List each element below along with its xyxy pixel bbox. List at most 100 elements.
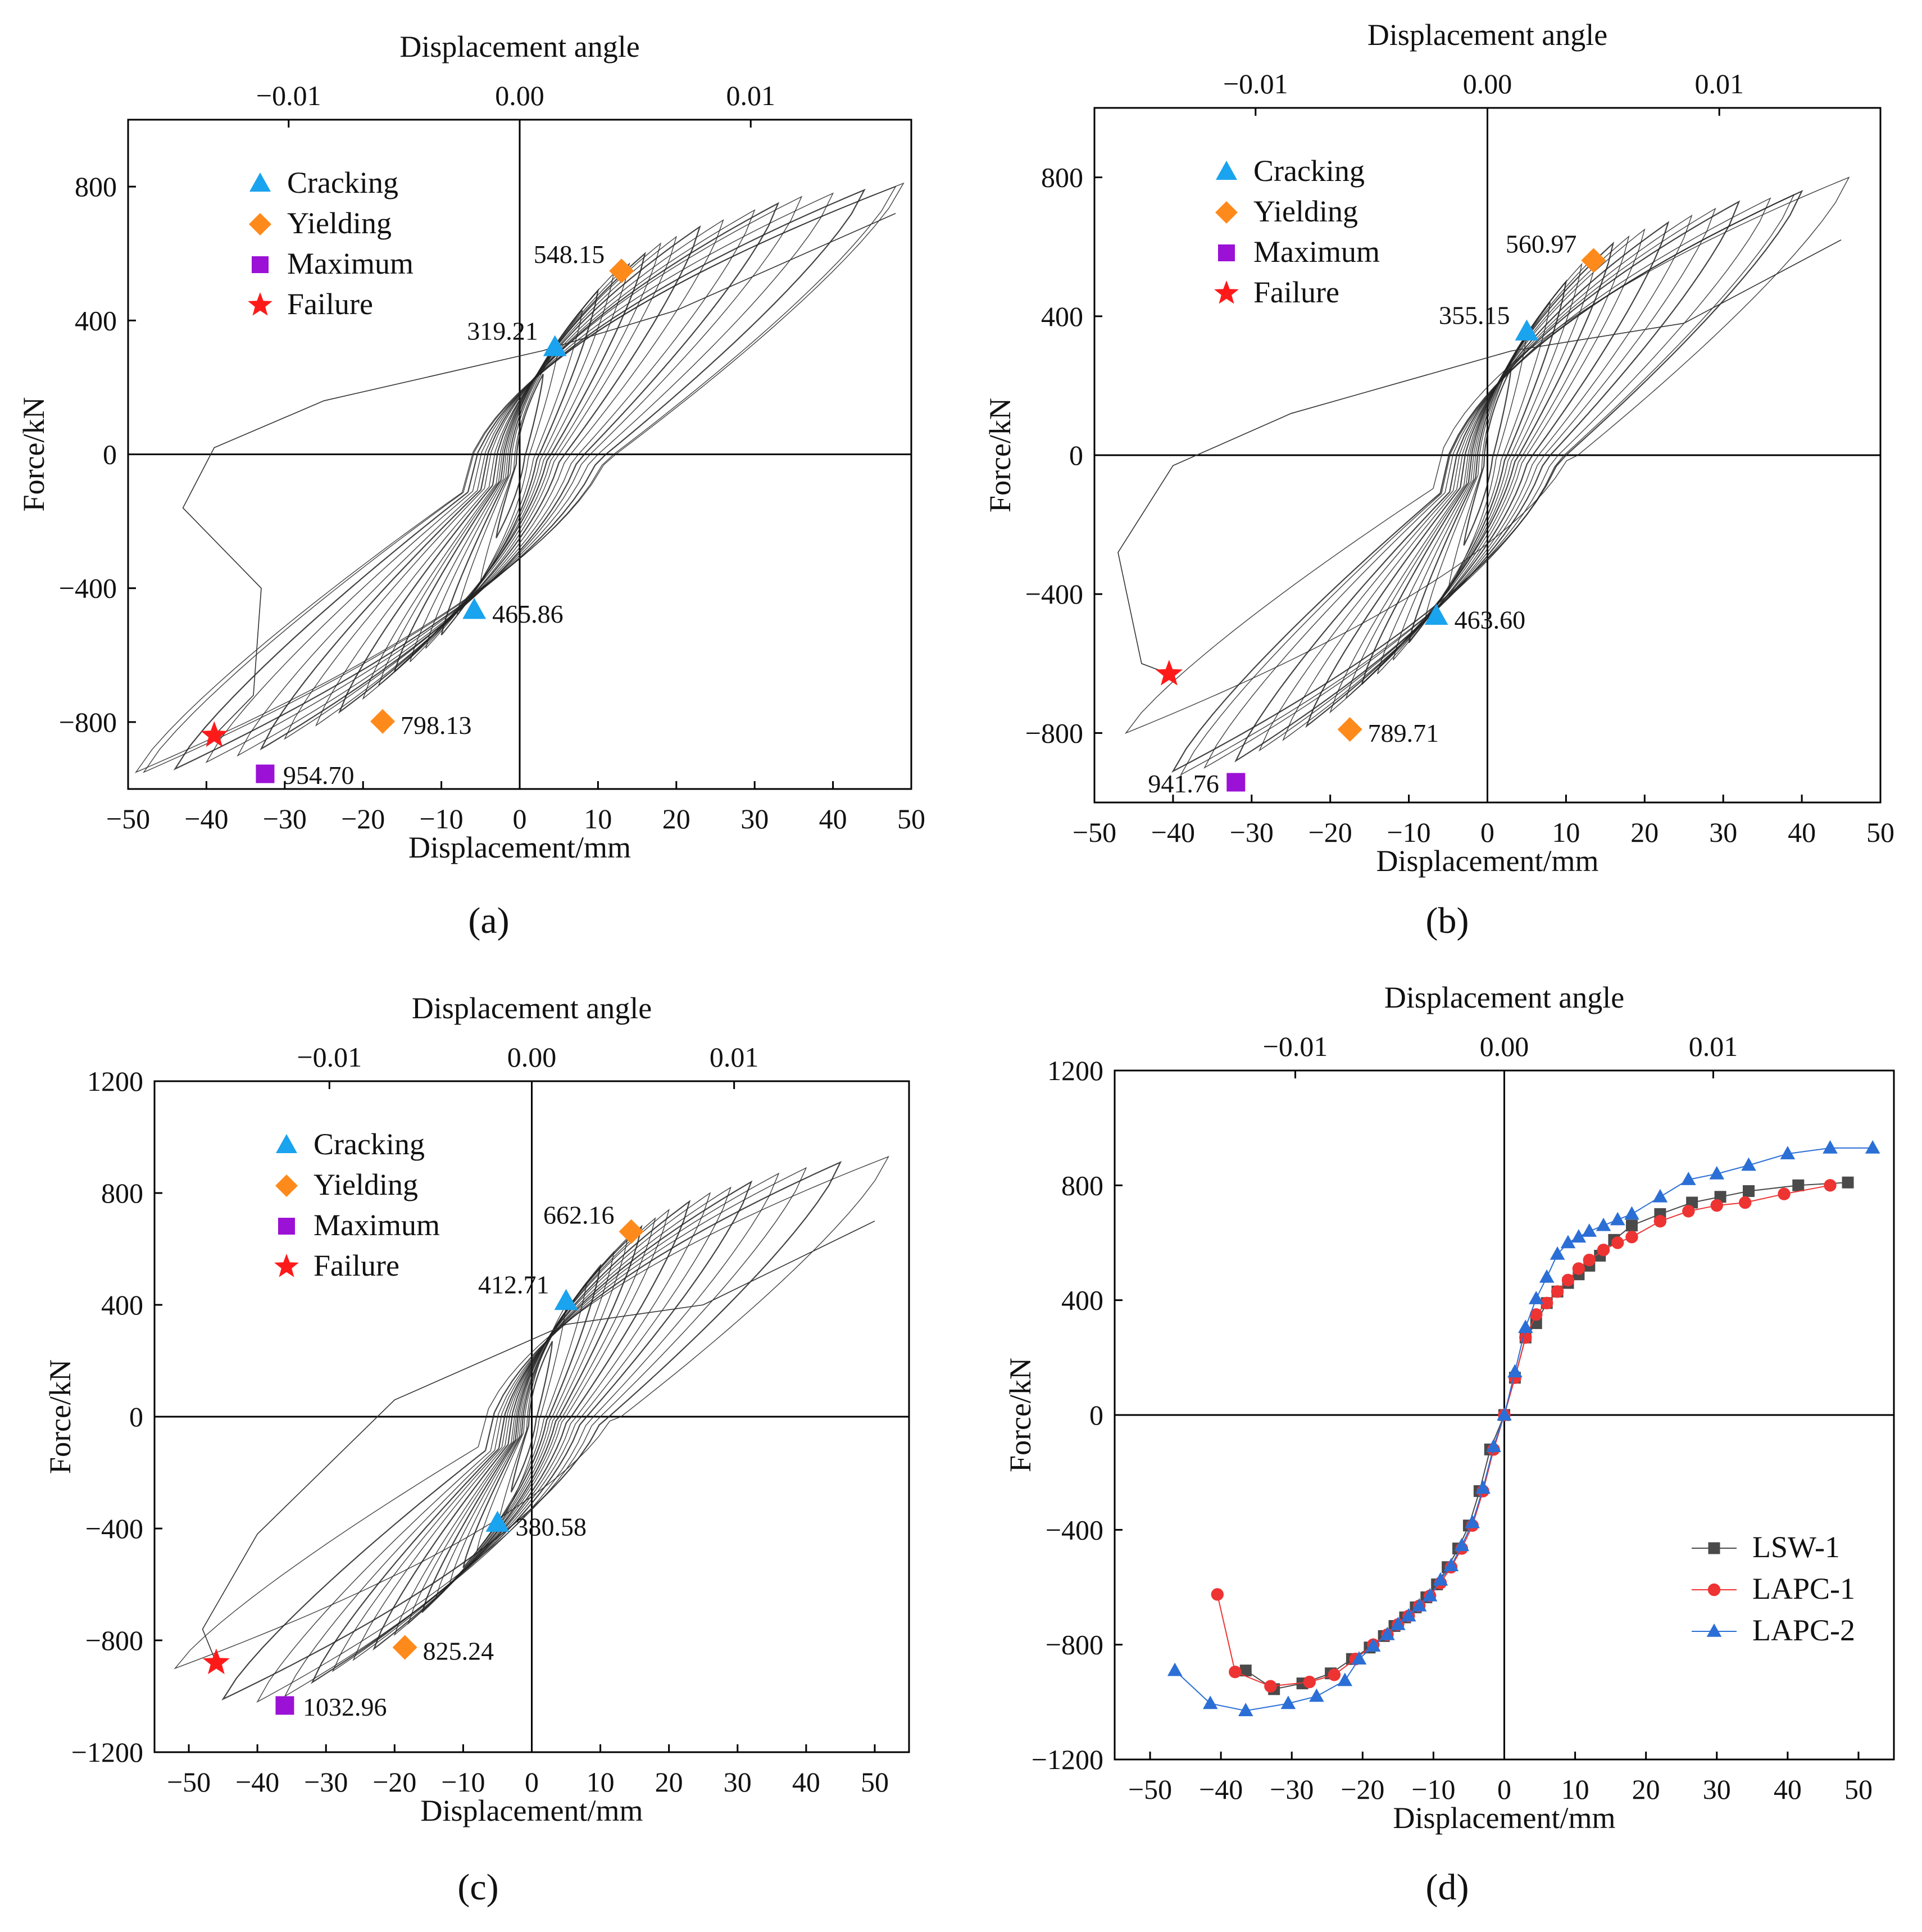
y-axis-label: Force/kN — [983, 398, 1017, 513]
y-axis-label: Force/kN — [43, 1359, 77, 1474]
data-point — [1351, 1651, 1367, 1665]
y-tick-label: −800 — [85, 1625, 143, 1656]
data-point — [1743, 1185, 1755, 1198]
legend-label: Yielding — [1253, 194, 1358, 228]
data-point — [1561, 1273, 1575, 1287]
y-tick-label: 0 — [103, 439, 117, 470]
top-tick-label: 0.00 — [1463, 68, 1512, 99]
x-axis-label: Displacement/mm — [1376, 844, 1599, 878]
data-point — [1239, 1665, 1252, 1677]
data-point — [1823, 1140, 1838, 1154]
data-point — [1211, 1588, 1224, 1601]
data-point — [1572, 1262, 1585, 1275]
final-cycle-branch — [202, 1221, 875, 1663]
legend-label: Yielding — [313, 1168, 418, 1201]
legend-label: Yielding — [287, 206, 392, 240]
data-point — [1238, 1703, 1253, 1716]
data-point — [1497, 1407, 1512, 1421]
top-tick-label: −0.01 — [297, 1041, 362, 1073]
yielding-marker — [1337, 717, 1362, 742]
x-tick-label: −50 — [1073, 817, 1116, 848]
top-tick-label: 0.01 — [710, 1041, 759, 1073]
x-tick-label: 0 — [513, 803, 527, 835]
panel-caption: (d) — [1426, 1867, 1469, 1908]
failure-marker — [202, 1648, 230, 1675]
y-tick-label: 400 — [101, 1289, 143, 1321]
data-point — [1518, 1319, 1533, 1333]
x-tick-label: −40 — [235, 1766, 279, 1798]
final-cycle-branch — [1117, 239, 1842, 675]
legend-label: Failure — [1253, 275, 1339, 309]
hysteresis-loop — [174, 1155, 889, 1670]
hysteresis-loop — [134, 182, 905, 773]
data-point — [1264, 1680, 1277, 1693]
data-point — [1229, 1665, 1242, 1679]
data-point — [1539, 1269, 1555, 1283]
data-point — [1741, 1157, 1756, 1171]
hysteresis-loop — [331, 1186, 731, 1672]
data-point — [1519, 1331, 1532, 1344]
hysteresis-loop — [425, 272, 615, 649]
panel-a: −50 −40 −30 −20 −10 0 10 20 30 40 50 −800 −400 0 400 80… — [17, 30, 925, 941]
x-tick-label: −20 — [341, 803, 385, 835]
data-point — [1582, 1223, 1597, 1237]
x-tick-label: −20 — [372, 1766, 416, 1798]
x-tick-label: −40 — [1151, 817, 1195, 848]
series-lapc-2 — [1167, 1140, 1880, 1716]
data-point — [1560, 1235, 1576, 1249]
y-axis-label: Force/kN — [17, 397, 51, 512]
hysteresis-loop — [1203, 197, 1771, 769]
x-tick-label: 20 — [1632, 1774, 1660, 1805]
x-tick-label: 20 — [655, 1766, 683, 1798]
yielding-marker — [609, 258, 634, 284]
x-axis-label: Displacement/mm — [421, 1794, 643, 1827]
marker-value-label: 412.71 — [478, 1271, 549, 1299]
data-point — [1475, 1480, 1491, 1494]
hysteresis-loop — [410, 262, 630, 663]
legend-label: Cracking — [287, 166, 398, 199]
x-tick-label: 0 — [1497, 1774, 1511, 1805]
x-tick-label: −30 — [1270, 1774, 1314, 1805]
data-point — [1454, 1538, 1470, 1552]
marker-value-label: 662.16 — [543, 1201, 615, 1230]
legend-label: Maximum — [1253, 235, 1380, 269]
legend-maximum-marker — [1218, 244, 1235, 261]
legend-maximum-marker — [278, 1218, 295, 1235]
marker-value-label: 463.60 — [1455, 606, 1526, 634]
marker-value-label: 1032.96 — [303, 1693, 387, 1721]
cracking-marker — [462, 597, 487, 619]
data-point — [1328, 1668, 1341, 1681]
maximum-marker — [1226, 773, 1246, 792]
y-tick-label: 800 — [1061, 1169, 1103, 1201]
top-tick-label: 0.01 — [1689, 1031, 1738, 1062]
data-point — [1652, 1189, 1668, 1203]
failure-marker — [1155, 660, 1183, 686]
legend-marker — [1707, 1583, 1721, 1597]
hysteresis-loop — [372, 1200, 691, 1651]
hysteresis-loop — [352, 1192, 711, 1661]
hysteresis-loop — [362, 235, 678, 700]
data-point — [1380, 1626, 1395, 1640]
x-tick-label: 20 — [662, 803, 690, 835]
legend: Cracking Yielding Maximum Failure — [1214, 154, 1380, 309]
cracking-marker — [1424, 604, 1448, 625]
panel-c: −50 −40 −30 −20 −10 0 10 20 30 40 50 −1200 −800 −400 0… — [43, 991, 910, 1908]
marker-value-label: 798.13 — [401, 711, 472, 740]
x-tick-label: 10 — [587, 1766, 615, 1798]
y-tick-label: −400 — [85, 1513, 143, 1544]
legend-yielding-marker — [249, 213, 271, 235]
data-point — [1401, 1608, 1416, 1622]
data-point — [1597, 1244, 1610, 1257]
hysteresis-curves — [1117, 176, 1850, 776]
failure-marker — [201, 721, 228, 747]
marker-value-label: 560.97 — [1506, 229, 1577, 258]
hysteresis-loop — [1376, 252, 1598, 674]
y-tick-label: 0 — [1069, 439, 1083, 471]
data-point — [1365, 1638, 1381, 1652]
hysteresis-loop — [1282, 214, 1693, 741]
y-tick-label: −800 — [1046, 1629, 1103, 1661]
marker-value-label: 548.15 — [534, 240, 605, 269]
hysteresis-loop — [1329, 228, 1646, 714]
panel-d: −50 −40 −30 −20 −10 0 10 20 30 40 50 −1200 −800 −400 0… — [1003, 981, 1895, 1908]
x-tick-label: 40 — [1788, 817, 1816, 848]
